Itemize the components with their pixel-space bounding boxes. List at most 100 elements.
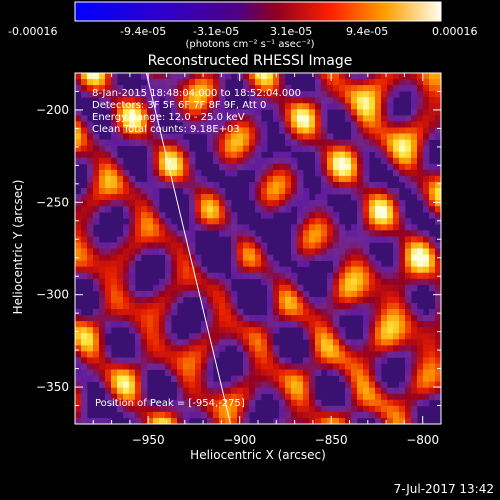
heatmap-cell xyxy=(333,151,340,159)
heatmap-cell xyxy=(147,302,154,310)
heatmap-cell xyxy=(417,175,424,183)
heatmap-cell xyxy=(201,181,208,189)
heatmap-cell xyxy=(129,200,136,207)
heatmap-cell xyxy=(243,272,250,280)
heatmap-cell xyxy=(429,91,436,98)
heatmap-cell xyxy=(387,206,394,213)
heatmap-cell xyxy=(393,79,400,86)
heatmap-cell xyxy=(195,181,202,189)
heatmap-cell xyxy=(321,169,328,177)
heatmap-cell xyxy=(111,79,118,86)
heatmap-cell xyxy=(159,139,166,147)
heatmap-cell xyxy=(423,157,430,165)
heatmap-cell xyxy=(387,296,394,304)
heatmap-cell xyxy=(99,357,106,364)
heatmap-cell xyxy=(177,139,184,147)
heatmap-cell xyxy=(99,85,106,92)
heatmap-cell xyxy=(357,284,364,292)
heatmap-cell xyxy=(93,157,100,165)
heatmap-cell xyxy=(369,206,376,213)
heatmap-cell xyxy=(201,327,208,334)
time-range-text: 8-Jan-2015 18:48:04.000 to 18:52:04.000 xyxy=(92,88,301,99)
heatmap-cell xyxy=(423,85,430,92)
heatmap-cell xyxy=(387,139,394,147)
heatmap-cell xyxy=(81,85,88,92)
heatmap-cell xyxy=(351,284,358,292)
heatmap-cell xyxy=(321,411,328,419)
heatmap-cell xyxy=(429,181,436,189)
heatmap-cell xyxy=(243,127,250,134)
heatmap-cell xyxy=(405,115,412,122)
heatmap-cell xyxy=(135,387,142,395)
heatmap-cell xyxy=(303,363,310,370)
heatmap-cell xyxy=(279,151,286,159)
heatmap-cell xyxy=(75,157,82,165)
heatmap-cell xyxy=(369,73,376,80)
heatmap-cell xyxy=(375,109,382,116)
heatmap-cell xyxy=(411,260,418,268)
heatmap-cell xyxy=(363,248,370,255)
heatmap-cell xyxy=(333,405,340,413)
heatmap-cell xyxy=(93,194,100,201)
heatmap-cell xyxy=(141,381,148,389)
heatmap-cell xyxy=(267,315,274,322)
heatmap-cell xyxy=(177,175,184,183)
heatmap-cell xyxy=(261,91,268,98)
heatmap-cell xyxy=(219,127,226,134)
heatmap-cell xyxy=(195,411,202,419)
heatmap-cell xyxy=(429,127,436,134)
heatmap-cell xyxy=(279,157,286,165)
heatmap-cell xyxy=(201,97,208,104)
heatmap-cell xyxy=(321,224,328,231)
heatmap-cell xyxy=(333,163,340,171)
heatmap-cell xyxy=(111,121,118,128)
heatmap-cell xyxy=(207,97,214,104)
heatmap-cell xyxy=(147,296,154,304)
heatmap-cell xyxy=(171,91,178,98)
heatmap-cell xyxy=(249,145,256,153)
heatmap-cell xyxy=(339,151,346,159)
heatmap-cell xyxy=(321,139,328,147)
heatmap-cell xyxy=(309,97,316,104)
heatmap-cell xyxy=(111,266,118,274)
heatmap-cell xyxy=(297,212,304,219)
heatmap-cell xyxy=(303,121,310,128)
heatmap-cell xyxy=(93,151,100,159)
heatmap-cell xyxy=(261,145,268,153)
heatmap-cell xyxy=(117,236,124,243)
heatmap-cell xyxy=(321,187,328,195)
heatmap-cell xyxy=(189,194,196,201)
heatmap-cell xyxy=(87,272,94,280)
heatmap-cell xyxy=(345,284,352,292)
heatmap-cell xyxy=(213,296,220,304)
heatmap-cell xyxy=(171,181,178,189)
heatmap-cell xyxy=(333,417,340,425)
heatmap-cell xyxy=(87,157,94,165)
heatmap-cell xyxy=(435,115,442,122)
heatmap-cell xyxy=(171,369,178,376)
heatmap-cell xyxy=(183,272,190,280)
heatmap-cell xyxy=(261,206,268,213)
heatmap-cell xyxy=(243,315,250,322)
heatmap-cell xyxy=(315,194,322,201)
heatmap-cell xyxy=(387,97,394,104)
heatmap-cell xyxy=(357,157,364,165)
heatmap-cell xyxy=(189,369,196,376)
heatmap-cell xyxy=(387,127,394,134)
x-tick-label: −800 xyxy=(406,433,439,447)
heatmap-cell xyxy=(255,357,262,364)
heatmap-cell xyxy=(333,224,340,231)
heatmap-cell xyxy=(375,417,382,425)
heatmap-cell xyxy=(105,315,112,322)
heatmap-cell xyxy=(255,393,262,401)
y-tick-label: −200 xyxy=(36,103,69,117)
heatmap-cell xyxy=(75,321,82,328)
heatmap-cell xyxy=(435,351,442,358)
heatmap-cell xyxy=(387,121,394,128)
heatmap-cell xyxy=(303,187,310,195)
heatmap-cell xyxy=(333,321,340,328)
heatmap-cell xyxy=(309,393,316,401)
heatmap-cell xyxy=(303,393,310,401)
colorbar-tick-label: -3.1e-05 xyxy=(193,25,240,38)
heatmap-cell xyxy=(297,121,304,128)
